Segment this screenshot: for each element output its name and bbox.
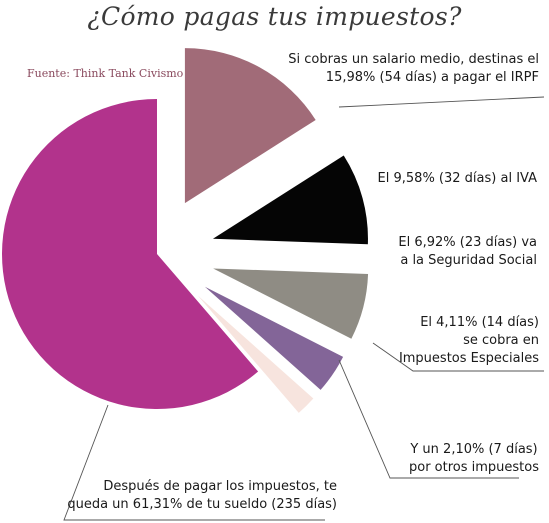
annotation-irpf-line-2: 15,98% (54 días) a pagar el IRPF [325,70,539,85]
annotation-iva: El 9,58% (32 días) al IVA [378,170,537,188]
annotation-otros: Y un 2,10% (7 días) por otros impuestos [409,441,539,477]
leader-line-sueldo [63,404,325,521]
pie-slice-irpf [184,48,316,204]
annotation-ie-line-1: El 4,11% (14 días) [420,315,539,330]
pie-slice-otros [197,295,314,413]
annotation-seguridad-social: El 6,92% (23 días) va a la Seguridad Soc… [398,234,537,270]
pie-slice-seguridad-social [213,268,369,339]
annotation-ie-line-2: se cobra en [463,333,539,348]
leader-line-irpf [338,96,545,108]
annotation-ss-line-2: a la Seguridad Social [400,253,537,268]
annotation-ss-line-1: El 6,92% (23 días) va [398,235,537,250]
annotation-sueldo-line-1: Después de pagar los impuestos, te [103,479,337,494]
annotation-otros-line-2: por otros impuestos [408,460,539,475]
annotation-otros-line-1: Y un 2,10% (7 días) [410,442,538,457]
pie-slice-impuestos-especiales [204,286,344,390]
leader-line-otros [338,359,519,479]
annotation-ie-line-3: Impuestos Especiales [398,351,539,366]
pie-slice-iva [212,155,368,245]
annotation-sueldo: Después de pagar los impuestos, te queda… [67,478,337,514]
annotation-iva-line-1: El 9,58% (32 días) al IVA [377,171,537,186]
leader-line-impuestos-especiales [372,342,544,372]
pie-slice-sueldo [1,99,259,409]
annotation-impuestos-especiales: El 4,11% (14 días) se cobra en Impuestos… [399,314,539,368]
chart-title: ¿Cómo pagas tus impuestos? [87,2,462,31]
chart-source: Fuente: Think Tank Civismo [27,67,184,80]
annotation-sueldo-line-2: queda un 61,31% de tu sueldo (235 días) [67,497,337,512]
annotation-irpf: Si cobras un salario medio, destinas el … [288,51,539,87]
annotation-irpf-line-1: Si cobras un salario medio, destinas el [288,52,539,67]
